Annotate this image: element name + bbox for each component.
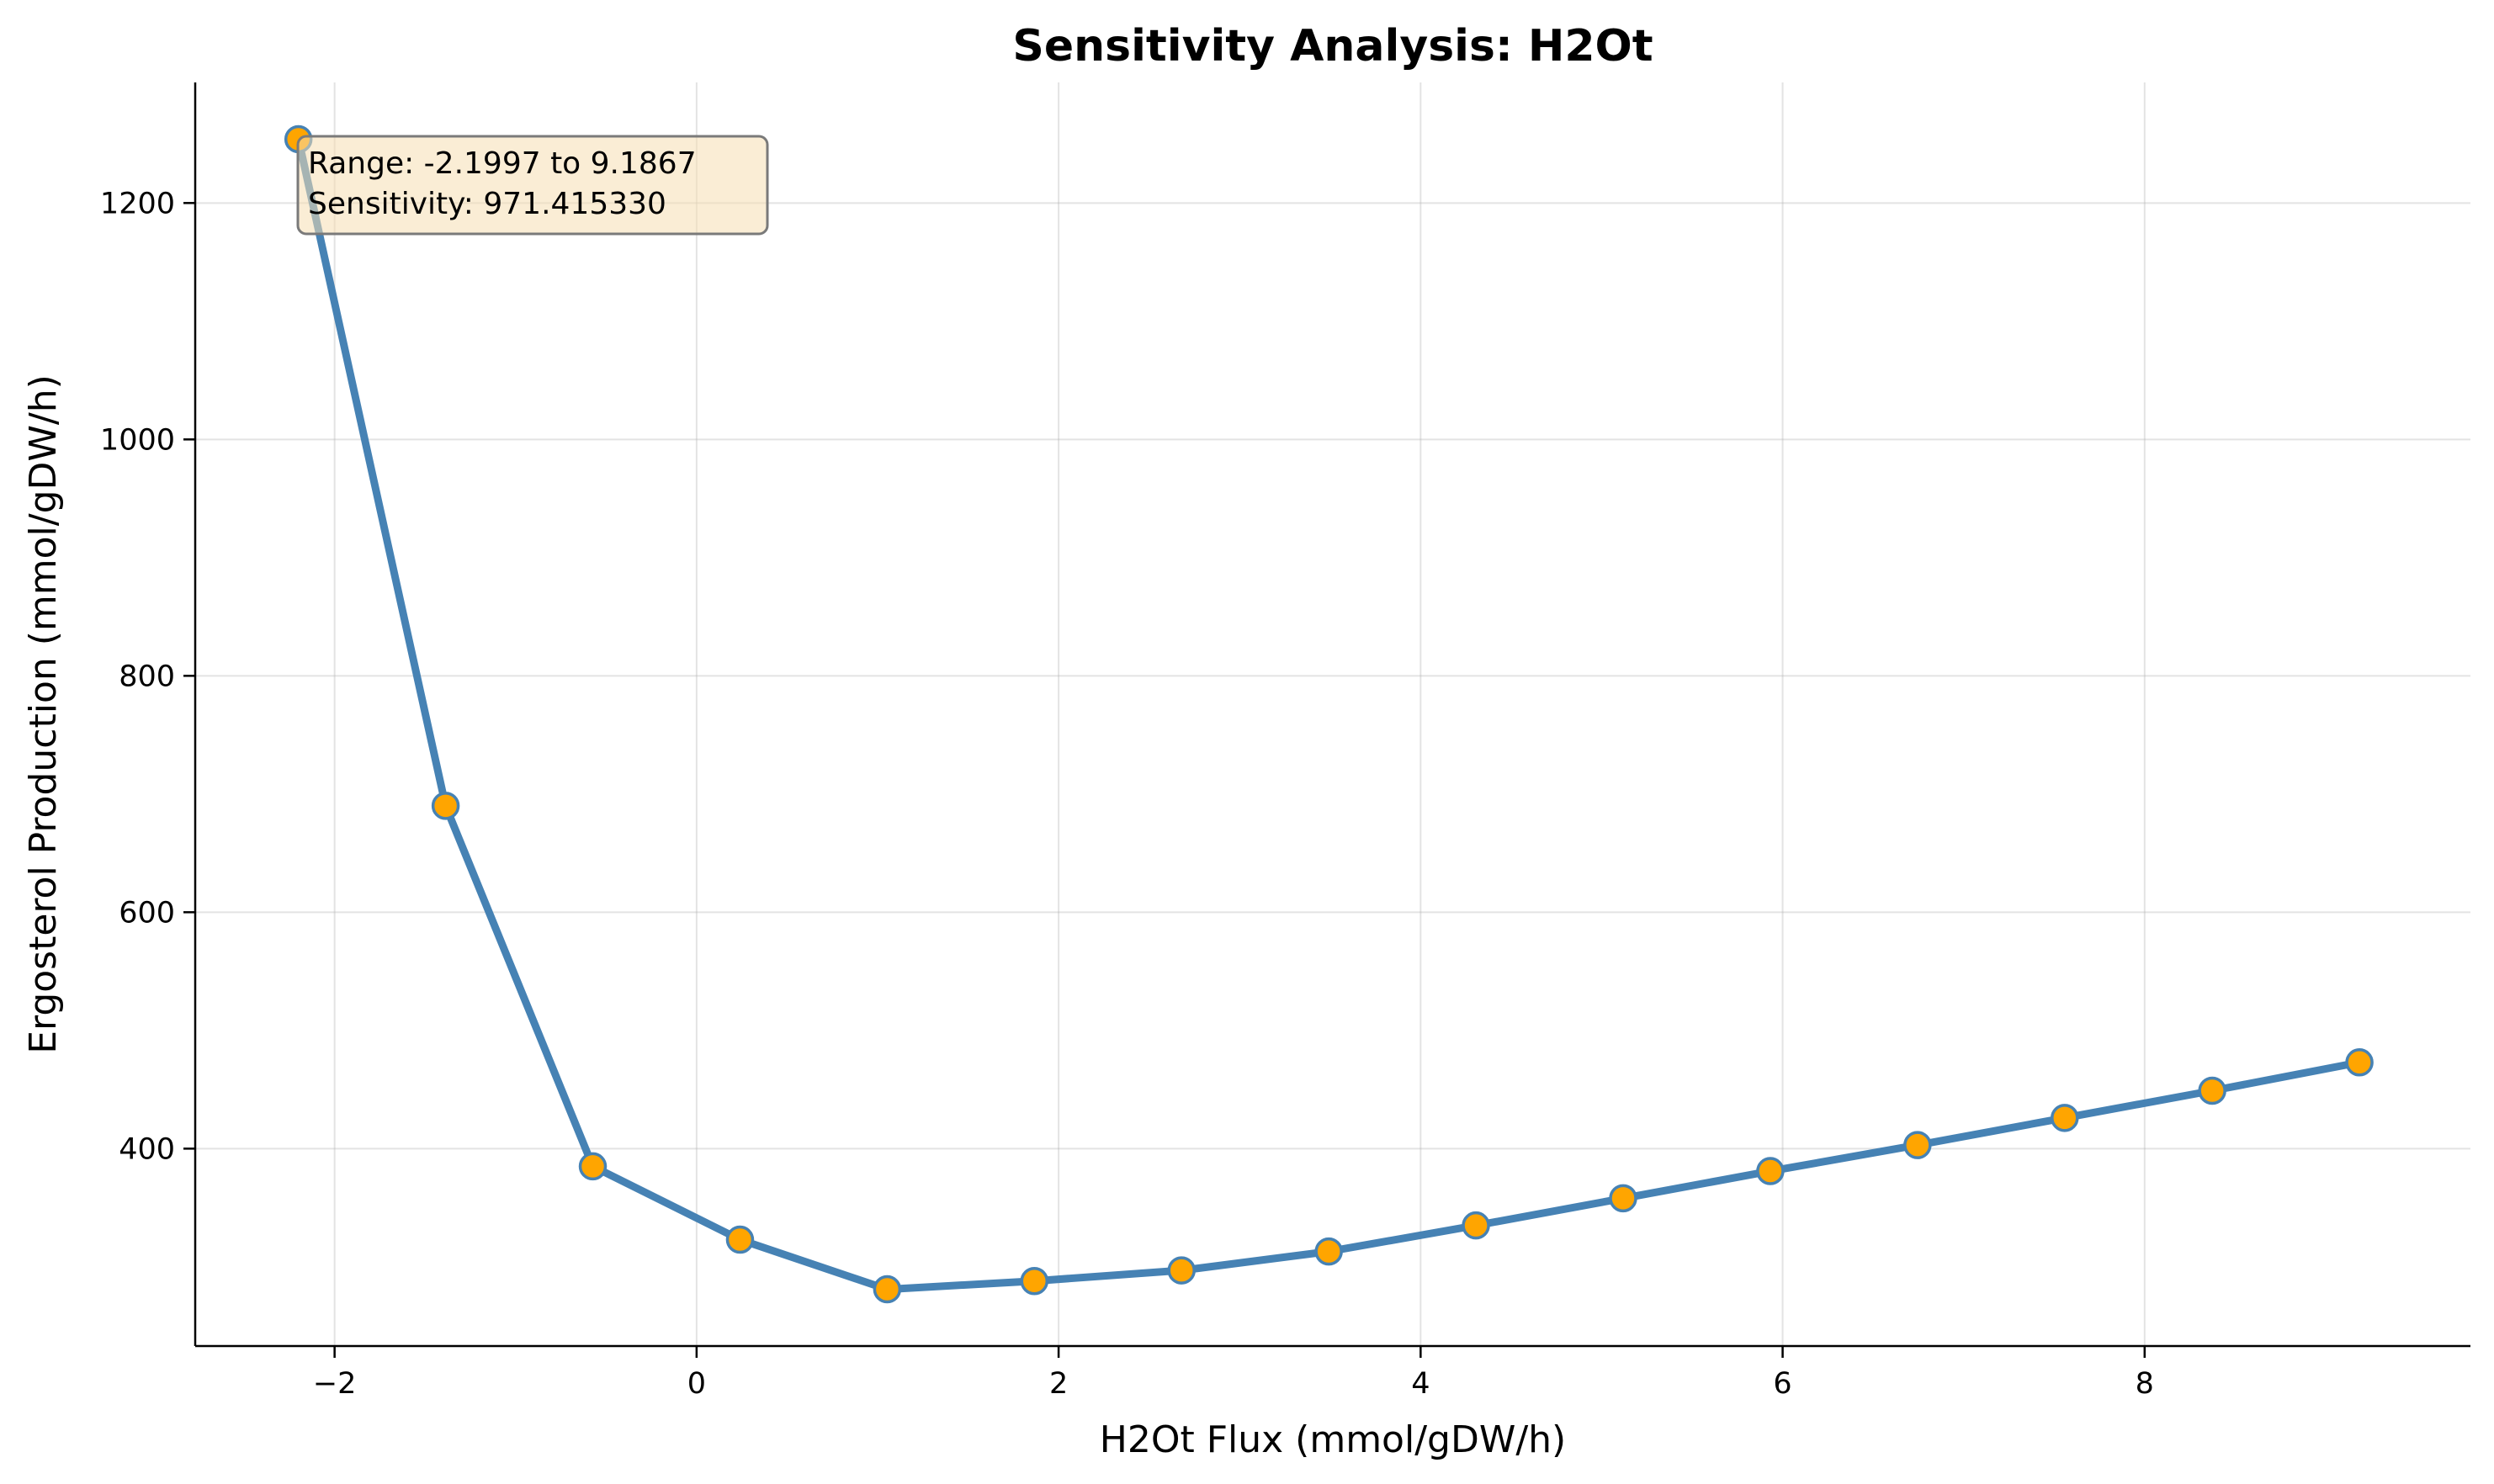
y-tick-label: 400 [119, 1132, 175, 1166]
data-point [2051, 1104, 2079, 1132]
data-point [1020, 1266, 1049, 1296]
data-point [431, 792, 460, 820]
data-point [2198, 1076, 2226, 1105]
data-point [725, 1225, 755, 1254]
x-tick-label: 4 [1411, 1367, 1430, 1401]
ticks: −2 0 2 4 6 8 400 600 800 1000 1200 [100, 187, 2154, 1401]
y-axis-label: Ergosterol Production (mmol/gDW/h) [22, 374, 65, 1054]
annotation-sensitivity-text: Sensitivity: 971.415330 [308, 187, 666, 221]
y-tick-label: 600 [119, 896, 175, 930]
data-point [2345, 1048, 2374, 1077]
x-tick-label: 2 [1049, 1367, 1068, 1401]
data-point [1314, 1237, 1343, 1266]
x-tick-label: 0 [687, 1367, 706, 1401]
data-point [1903, 1131, 1932, 1159]
series-layer [284, 125, 2374, 1304]
annotation-box: Range: -2.1997 to 9.1867 Sensitivity: 97… [296, 135, 769, 236]
y-tick-label: 1000 [100, 423, 175, 457]
data-point [1609, 1184, 1637, 1213]
grid-lines [195, 82, 2470, 1346]
annotation-background [296, 135, 769, 236]
data-point [1167, 1256, 1196, 1285]
data-point [1756, 1157, 1785, 1185]
x-tick-label: 8 [2136, 1367, 2154, 1401]
data-point [578, 1152, 608, 1181]
axes [194, 82, 2470, 1348]
y-tick-label: 800 [119, 660, 175, 693]
chart-title: Sensitivity Analysis: H2Ot [1012, 21, 1653, 72]
x-tick-label: −2 [313, 1367, 357, 1401]
x-axis-label: H2Ot Flux (mmol/gDW/h) [1100, 1418, 1566, 1461]
annotation-range-text: Range: -2.1997 to 9.1867 [308, 146, 697, 181]
data-point [873, 1275, 902, 1304]
y-tick-label: 1200 [100, 187, 175, 220]
x-tick-label: 6 [1773, 1367, 1791, 1401]
data-point [1462, 1211, 1490, 1240]
